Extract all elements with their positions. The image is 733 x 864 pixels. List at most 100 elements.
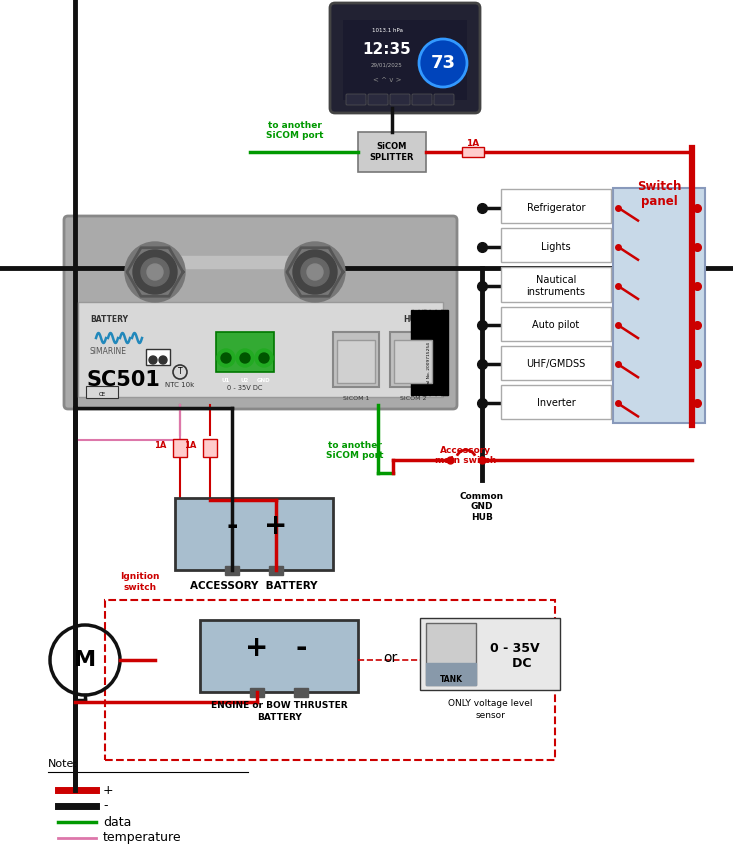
Text: 0 - 35V
   DC: 0 - 35V DC <box>490 642 539 670</box>
Text: to another
SiCOM port: to another SiCOM port <box>266 121 324 140</box>
Text: 1A: 1A <box>154 442 166 450</box>
Text: Ignition
switch: Ignition switch <box>120 572 160 592</box>
Text: -: - <box>103 799 108 812</box>
Bar <box>428 310 430 395</box>
Bar <box>175 256 295 268</box>
Bar <box>419 310 420 395</box>
Text: CE: CE <box>98 391 106 397</box>
Text: 1A: 1A <box>466 139 479 149</box>
Bar <box>416 310 419 395</box>
Bar <box>390 332 436 387</box>
FancyBboxPatch shape <box>390 94 410 105</box>
Circle shape <box>285 242 345 302</box>
Bar <box>435 310 437 395</box>
Text: TANK: TANK <box>440 676 463 684</box>
Bar <box>434 310 436 395</box>
Bar <box>333 332 379 387</box>
Text: Auto pilot: Auto pilot <box>532 320 580 330</box>
Text: -: - <box>226 512 237 540</box>
Text: ACCESSORY  BATTERY: ACCESSORY BATTERY <box>191 581 317 591</box>
Text: +: + <box>246 634 269 662</box>
Bar <box>105 600 555 760</box>
Text: sensor: sensor <box>475 711 505 721</box>
Bar <box>146 349 170 365</box>
Circle shape <box>307 264 323 280</box>
Bar <box>432 310 433 395</box>
Text: 73: 73 <box>430 54 455 72</box>
Text: 29/01/2025: 29/01/2025 <box>371 62 403 67</box>
Text: SiCOM
SPLITTER: SiCOM SPLITTER <box>369 143 414 162</box>
Bar <box>250 688 264 697</box>
Circle shape <box>159 356 167 364</box>
Bar <box>175 264 295 280</box>
Text: ONLY voltage level: ONLY voltage level <box>448 700 532 708</box>
Bar <box>343 20 467 100</box>
Text: 0 - 35V DC: 0 - 35V DC <box>227 385 262 391</box>
Bar <box>411 310 413 395</box>
Text: Inverter: Inverter <box>537 398 575 409</box>
Text: 1A: 1A <box>184 442 196 450</box>
FancyBboxPatch shape <box>368 94 388 105</box>
FancyBboxPatch shape <box>330 3 480 113</box>
Text: M: M <box>74 650 96 670</box>
Bar <box>200 620 358 692</box>
Bar <box>420 618 560 690</box>
Text: ENGINE or BOW THRUSTER: ENGINE or BOW THRUSTER <box>210 702 347 710</box>
Circle shape <box>133 250 177 294</box>
Text: Note:: Note: <box>48 759 78 769</box>
Text: 12:35: 12:35 <box>363 42 411 58</box>
Bar <box>441 310 443 395</box>
Text: BATTERY: BATTERY <box>90 315 128 325</box>
Text: +: + <box>103 784 114 797</box>
Bar <box>462 147 484 157</box>
Circle shape <box>301 258 329 286</box>
Bar <box>424 310 425 395</box>
Circle shape <box>141 258 169 286</box>
Text: to another
SiCOM port: to another SiCOM port <box>326 441 384 460</box>
Bar <box>413 310 414 395</box>
Text: 1013.1 hPa: 1013.1 hPa <box>372 28 402 33</box>
Bar <box>426 663 476 685</box>
Text: < ^ v >: < ^ v > <box>373 77 401 83</box>
Bar <box>337 340 375 383</box>
Circle shape <box>149 356 157 364</box>
Text: Lights: Lights <box>541 242 571 251</box>
Bar <box>78 302 443 397</box>
Text: Accessory
main switch: Accessory main switch <box>435 446 497 466</box>
Bar <box>394 340 432 383</box>
Bar <box>440 310 442 395</box>
Bar <box>445 310 447 395</box>
Text: or: or <box>383 651 397 665</box>
Text: BATTERY: BATTERY <box>257 714 301 722</box>
Bar <box>613 188 705 423</box>
Text: temperature: temperature <box>103 831 182 844</box>
Bar <box>422 310 424 395</box>
Bar <box>430 310 431 395</box>
Text: +: + <box>265 512 287 540</box>
Circle shape <box>147 264 163 280</box>
Bar <box>216 332 274 372</box>
FancyBboxPatch shape <box>434 94 454 105</box>
Bar <box>501 384 611 419</box>
Bar <box>225 566 239 575</box>
Bar <box>501 267 611 302</box>
Bar <box>438 310 439 395</box>
Text: NTC 10k: NTC 10k <box>166 382 195 388</box>
Text: SIMARINE: SIMARINE <box>90 347 127 357</box>
Circle shape <box>217 349 235 367</box>
Bar <box>86 386 118 398</box>
Text: SICOM 2: SICOM 2 <box>399 396 427 401</box>
Bar <box>175 498 333 570</box>
Circle shape <box>255 349 273 367</box>
Bar <box>294 688 308 697</box>
Bar <box>443 310 444 395</box>
Bar <box>173 439 187 457</box>
Bar <box>501 346 611 380</box>
Bar <box>501 307 611 340</box>
Text: Nautical
instruments: Nautical instruments <box>526 275 586 296</box>
Text: T: T <box>177 367 183 377</box>
Circle shape <box>221 353 231 363</box>
Bar <box>415 310 416 395</box>
Text: data: data <box>103 816 131 829</box>
Text: U1: U1 <box>222 378 230 383</box>
